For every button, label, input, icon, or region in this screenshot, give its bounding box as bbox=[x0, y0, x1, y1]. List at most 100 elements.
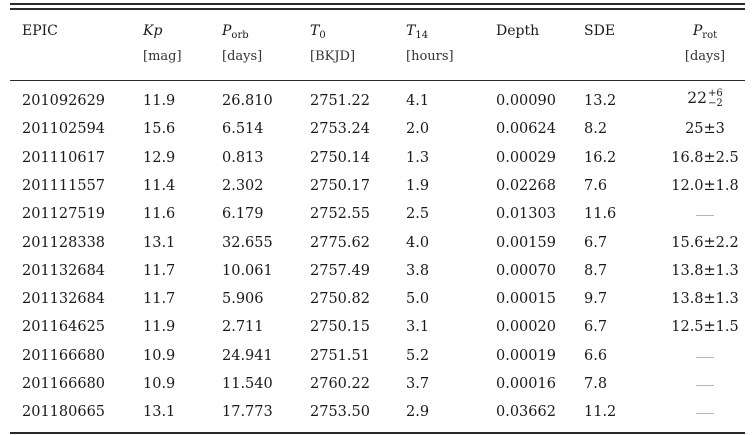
missing-value-dash bbox=[696, 413, 714, 415]
cell-epic: 201127519 bbox=[22, 206, 106, 223]
column-header-symbol: T bbox=[310, 23, 320, 39]
cell-epic: 201166680 bbox=[22, 347, 106, 364]
cell-t14: 3.1 bbox=[406, 319, 430, 336]
cell-kp: 12.9 bbox=[143, 149, 176, 166]
cell-depth: 0.00019 bbox=[496, 347, 556, 364]
cell-porb: 24.941 bbox=[222, 347, 273, 364]
column-header-symbol: EPIC bbox=[22, 23, 58, 39]
cell-kp: 11.7 bbox=[143, 262, 176, 279]
cell-epic: 201132684 bbox=[22, 262, 106, 279]
bottom-rule bbox=[10, 432, 745, 434]
cell-porb: 26.810 bbox=[222, 93, 273, 109]
cell-depth: 0.03662 bbox=[496, 404, 556, 421]
cell-prot: 15.6±2.2 bbox=[671, 234, 739, 251]
cell-t0: 2775.62 bbox=[310, 234, 370, 251]
cell-porb: 6.514 bbox=[222, 121, 264, 138]
header-rule bbox=[10, 80, 745, 81]
cell-t0: 2751.22 bbox=[310, 93, 370, 109]
cell-t0: 2750.17 bbox=[310, 177, 370, 194]
column-header-subscript: 0 bbox=[319, 30, 326, 41]
cell-porb: 10.061 bbox=[222, 262, 273, 279]
column-unit-t0: [BKJD] bbox=[310, 49, 356, 64]
column-header-symbol: P bbox=[692, 23, 703, 39]
cell-epic: 201092629 bbox=[22, 93, 106, 109]
cell-kp: 10.9 bbox=[143, 347, 176, 364]
cell-sde: 6.7 bbox=[584, 319, 608, 336]
cell-t0: 2751.51 bbox=[310, 347, 370, 364]
missing-value-dash bbox=[696, 215, 714, 217]
prot-asym-error: +6 −2 bbox=[708, 89, 723, 109]
cell-t0: 2753.24 bbox=[310, 121, 370, 138]
cell-kp: 11.7 bbox=[143, 291, 176, 308]
cell-t14: 2.9 bbox=[406, 404, 430, 421]
cell-sde: 11.6 bbox=[584, 206, 617, 223]
column-header-subscript: orb bbox=[231, 30, 249, 41]
cell-t14: 3.7 bbox=[406, 376, 430, 392]
cell-depth: 0.00090 bbox=[496, 93, 556, 109]
column-header-t0: T0 bbox=[310, 22, 326, 45]
cell-depth: 0.01303 bbox=[496, 206, 556, 223]
cell-t0: 2750.15 bbox=[310, 319, 370, 336]
column-header-depth: Depth bbox=[496, 22, 539, 40]
cell-epic: 201180665 bbox=[22, 404, 106, 421]
cell-t0: 2750.82 bbox=[310, 291, 370, 308]
top-rule bbox=[10, 3, 745, 5]
cell-t14: 1.9 bbox=[406, 177, 430, 194]
missing-value-dash bbox=[696, 385, 714, 386]
cell-depth: 0.00015 bbox=[496, 291, 556, 308]
cell-kp: 11.6 bbox=[143, 206, 176, 223]
cell-porb: 17.773 bbox=[222, 404, 273, 421]
cell-prot: 13.8±1.3 bbox=[671, 262, 739, 279]
cell-depth: 0.00159 bbox=[496, 234, 556, 251]
cell-depth: 0.00070 bbox=[496, 262, 556, 279]
cell-prot: 25±3 bbox=[685, 121, 725, 138]
cell-t14: 2.5 bbox=[406, 206, 430, 223]
cell-depth: 0.00020 bbox=[496, 319, 556, 336]
column-unit-kp: [mag] bbox=[143, 49, 182, 64]
cell-kp: 13.1 bbox=[143, 234, 176, 251]
cell-epic: 201110617 bbox=[22, 149, 106, 166]
column-header-porb: Porb bbox=[222, 22, 249, 45]
cell-sde: 7.8 bbox=[584, 376, 608, 392]
cell-t14: 2.0 bbox=[406, 121, 430, 138]
cell-kp: 10.9 bbox=[143, 376, 176, 392]
cell-prot: 12.0±1.8 bbox=[671, 177, 739, 194]
cell-porb: 11.540 bbox=[222, 376, 273, 392]
cell-porb: 2.711 bbox=[222, 319, 264, 336]
cell-sde: 8.2 bbox=[584, 121, 608, 138]
column-header-t14: T14 bbox=[406, 22, 428, 45]
cell-sde: 6.6 bbox=[584, 347, 608, 364]
cell-depth: 0.02268 bbox=[496, 177, 556, 194]
cell-t14: 3.8 bbox=[406, 262, 430, 279]
cell-kp: 15.6 bbox=[143, 121, 176, 138]
cell-prot: 16.8±2.5 bbox=[671, 149, 739, 166]
cell-t0: 2760.22 bbox=[310, 376, 370, 392]
column-unit-t14: [hours] bbox=[406, 49, 454, 64]
cell-epic: 201132684 bbox=[22, 291, 106, 308]
cell-t14: 1.3 bbox=[406, 149, 430, 166]
cell-t14: 5.0 bbox=[406, 291, 430, 308]
cell-epic: 201102594 bbox=[22, 121, 106, 138]
column-unit-porb: [days] bbox=[222, 49, 263, 64]
cell-prot: 12.5±1.5 bbox=[671, 319, 739, 336]
column-header-prot: Prot bbox=[645, 22, 756, 45]
column-header-kp: Kp bbox=[143, 22, 162, 40]
cell-prot: 22 +6 −2 bbox=[645, 89, 756, 109]
cell-epic: 201166680 bbox=[22, 376, 106, 392]
column-header-epic: EPIC bbox=[22, 22, 58, 40]
cell-sde: 8.7 bbox=[584, 262, 608, 279]
cell-porb: 32.655 bbox=[222, 234, 273, 251]
cell-t0: 2753.50 bbox=[310, 404, 370, 421]
cell-t0: 2757.49 bbox=[310, 262, 370, 279]
prot-error-lower: −2 bbox=[707, 98, 723, 109]
column-header-symbol: P bbox=[222, 23, 232, 39]
cell-epic: 201164625 bbox=[22, 319, 106, 336]
cell-epic: 201111557 bbox=[22, 177, 106, 194]
cell-depth: 0.00029 bbox=[496, 149, 556, 166]
cell-sde: 6.7 bbox=[584, 234, 608, 251]
column-header-subscript: rot bbox=[702, 30, 718, 41]
cell-kp: 13.1 bbox=[143, 404, 176, 421]
column-header-symbol: Depth bbox=[496, 23, 540, 39]
cell-sde: 11.2 bbox=[584, 404, 617, 421]
cell-sde: 7.6 bbox=[584, 177, 608, 194]
